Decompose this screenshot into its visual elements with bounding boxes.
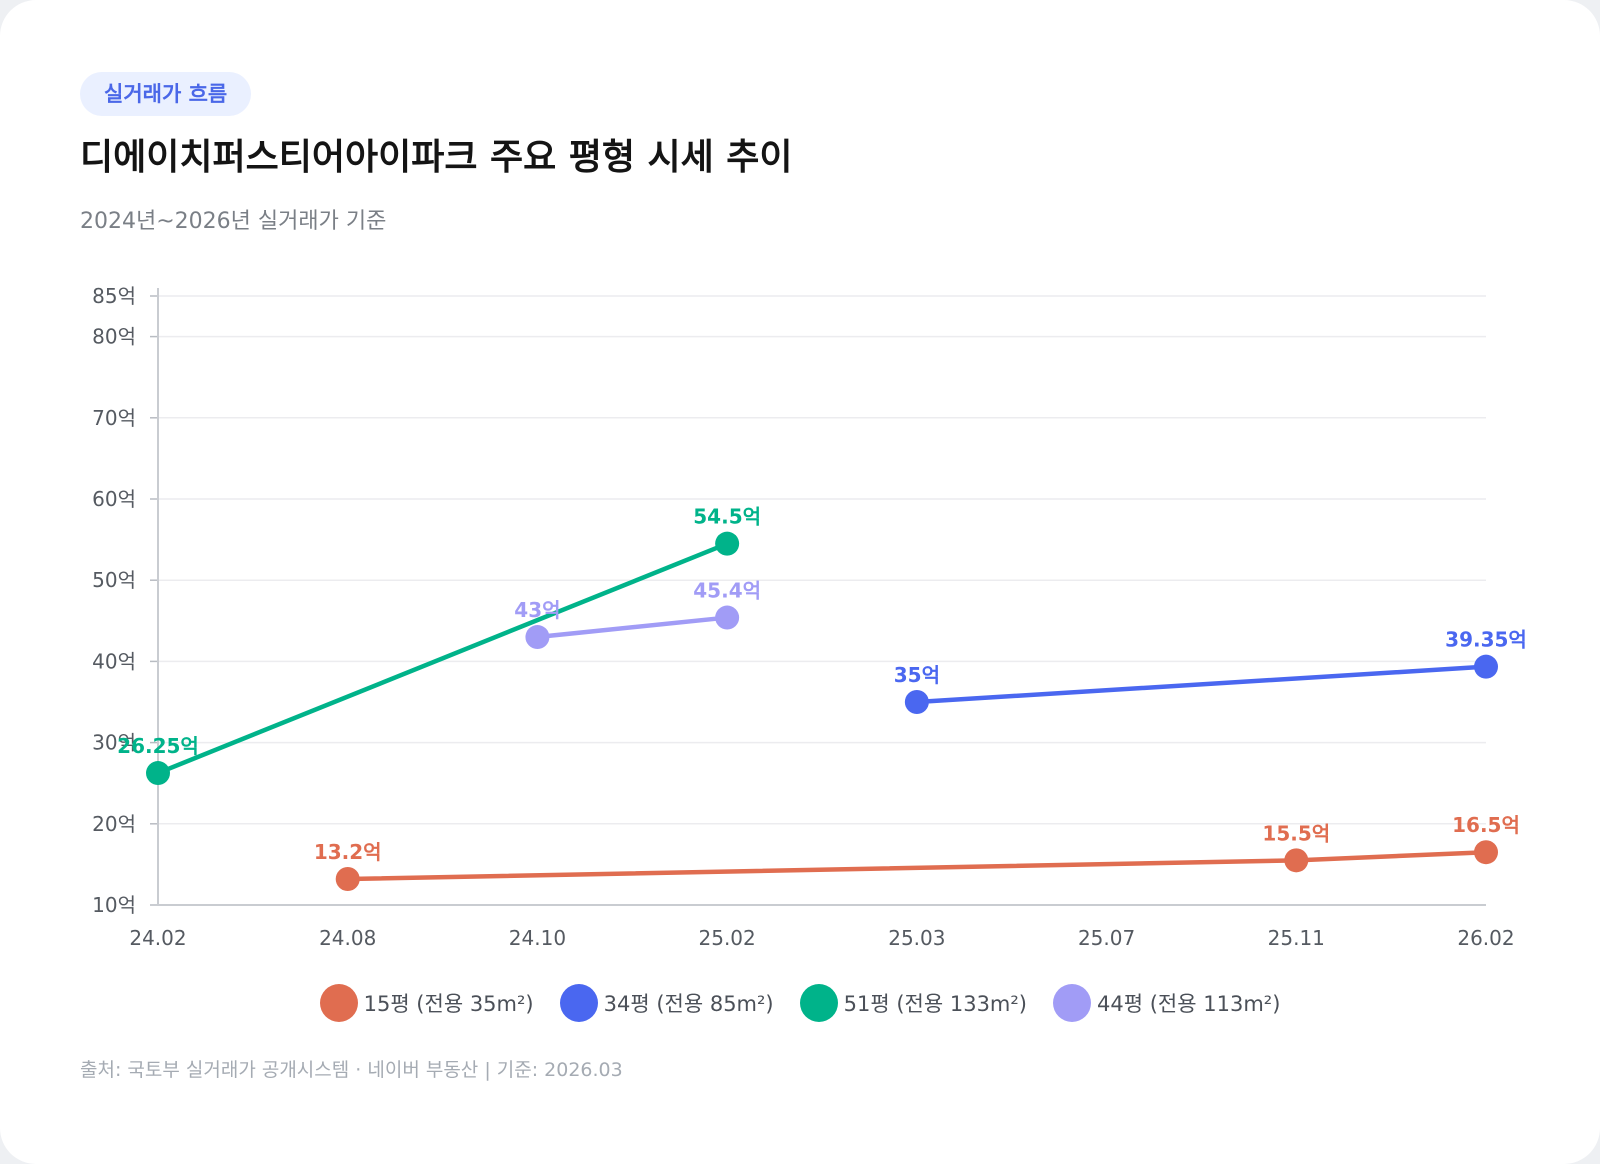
y-tick-label: 40억 bbox=[92, 649, 136, 673]
legend-item: 51평 (전용 133m²) bbox=[799, 984, 1028, 1022]
legend-swatch bbox=[799, 984, 838, 1022]
data-point bbox=[335, 867, 360, 892]
legend-swatch bbox=[559, 984, 598, 1022]
data-label: 43억 bbox=[514, 598, 560, 622]
chart-legend: 15평 (전용 35m²) 34평 (전용 85m²) 51평 (전용 133m²)… bbox=[0, 984, 1600, 1022]
series-layer bbox=[146, 531, 1498, 892]
data-point bbox=[715, 605, 740, 630]
x-tick-label: 25.03 bbox=[888, 926, 945, 950]
legend-item: 15평 (전용 35m²) bbox=[319, 984, 534, 1022]
grid-layer bbox=[158, 295, 1486, 825]
data-point bbox=[904, 690, 929, 714]
y-tick-label: 50억 bbox=[92, 568, 136, 592]
data-point bbox=[1284, 848, 1309, 873]
series-line bbox=[914, 664, 1489, 705]
data-point bbox=[525, 625, 550, 650]
y-tick-label: 80억 bbox=[92, 325, 136, 349]
data-label: 45.4억 bbox=[693, 579, 761, 603]
data-label: 16.5억 bbox=[1452, 813, 1520, 837]
x-tick-label: 25.02 bbox=[699, 926, 756, 950]
data-label: 15.5억 bbox=[1262, 821, 1330, 845]
chart-title: 디에이치퍼스티어아이파크 주요 평형 시세 추이 bbox=[80, 137, 793, 178]
data-point bbox=[146, 761, 170, 786]
x-tick-label: 24.10 bbox=[509, 926, 566, 950]
y-tick-label: 20억 bbox=[92, 812, 136, 836]
legend-label: 34평 (전용 85m²) bbox=[603, 992, 774, 1016]
chart-subtitle: 2024년~2026년 실거래가 기준 bbox=[80, 209, 387, 234]
data-label-layer: 13.2억 15.5억 16.5억 35억 39.35억 26.25억 54.5억 43억 45… bbox=[117, 505, 1527, 864]
series-line bbox=[535, 615, 730, 640]
y-tick-label: 30억 bbox=[92, 731, 136, 755]
x-tick-label: 24.08 bbox=[319, 926, 376, 950]
data-point bbox=[715, 531, 740, 556]
series-line bbox=[155, 541, 730, 776]
x-tick-label: 25.11 bbox=[1268, 926, 1325, 950]
legend-swatch bbox=[319, 984, 358, 1022]
y-tick-label: 70억 bbox=[92, 406, 136, 430]
data-point bbox=[1474, 840, 1498, 865]
legend-label: 51평 (전용 133m²) bbox=[843, 992, 1028, 1016]
data-label: 26.25억 bbox=[117, 734, 199, 758]
data-label: 13.2억 bbox=[314, 840, 382, 864]
source-footer: 출처: 국토부 실거래가 공개시스템 · 네이버 부동산 | 기준: 2026.… bbox=[80, 1059, 623, 1081]
section-badge: 실거래가 흐름 bbox=[80, 72, 252, 116]
data-label: 39.35억 bbox=[1445, 628, 1527, 652]
legend-label: 44평 (전용 113m²) bbox=[1097, 992, 1281, 1016]
legend-item: 44평 (전용 113m²) bbox=[1053, 984, 1280, 1022]
x-tick-label: 26.02 bbox=[1457, 926, 1514, 950]
y-tick-label: 85억 bbox=[92, 284, 136, 308]
legend-item: 34평 (전용 85m²) bbox=[559, 984, 774, 1022]
axis-layer: 10억 20억 30억 40억 50억 60억 70억 80억 85억 24.02 24.08 24.… bbox=[92, 284, 1514, 950]
data-label: 54.5억 bbox=[693, 505, 761, 529]
legend-swatch bbox=[1053, 984, 1092, 1022]
x-tick-label: 24.02 bbox=[129, 926, 186, 950]
series-line bbox=[345, 849, 1489, 882]
x-tick-label: 25.07 bbox=[1078, 926, 1135, 950]
data-label: 35억 bbox=[894, 663, 940, 687]
y-tick-label: 10억 bbox=[92, 893, 136, 917]
legend-label: 15평 (전용 35m²) bbox=[363, 992, 534, 1016]
y-tick-label: 60억 bbox=[92, 487, 136, 511]
data-point bbox=[1474, 654, 1498, 679]
